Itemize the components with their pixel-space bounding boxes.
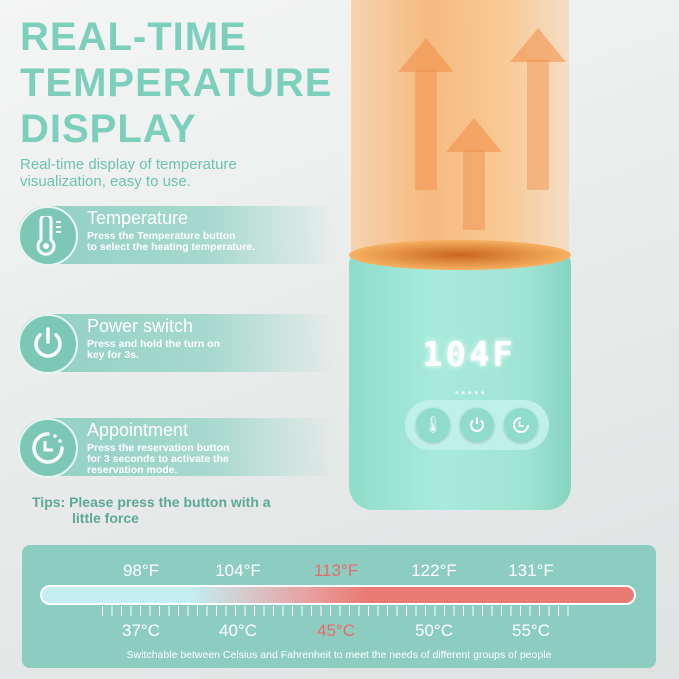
- celsius-label: 50°C: [415, 621, 453, 640]
- headline-line: TEMPERATURE: [20, 61, 333, 105]
- feature-desc: Press the Temperature button to select th…: [87, 230, 256, 253]
- temperature-display: 104F: [422, 335, 516, 375]
- heat-arrow-shaft: [463, 150, 485, 230]
- thermometer-icon: [18, 206, 78, 266]
- warmer-base: [349, 250, 571, 510]
- fahrenheit-label: 104°F: [215, 561, 261, 580]
- feature-desc: Press and hold the turn on key for 3s.: [87, 338, 221, 361]
- scale-note: Switchable between Celsius and Fahrenhei…: [126, 649, 552, 661]
- feature-desc: Press the reservation button for 3 second…: [87, 442, 230, 476]
- power-button[interactable]: [460, 408, 494, 442]
- appointment-button[interactable]: [504, 408, 538, 442]
- tips-note: Tips: Please press the button with a litt…: [32, 494, 271, 526]
- heat-arrow-icon: [398, 38, 454, 72]
- power-icon: [470, 417, 484, 432]
- headline-line: DISPLAY: [20, 107, 197, 151]
- power-icon: [18, 314, 78, 374]
- heat-arrow-shaft: [415, 70, 437, 190]
- bottle-warmer-image: 104F ••••• 🌡: [345, 0, 575, 510]
- heat-arrow-shaft: [527, 60, 549, 190]
- thermometer-icon: 🌡: [422, 417, 444, 434]
- celsius-label: 37°C: [122, 621, 160, 640]
- timer-icon: [18, 418, 78, 478]
- feature-power: Power switch Press and hold the turn on k…: [18, 314, 338, 374]
- fahrenheit-label: 131°F: [508, 561, 554, 580]
- heating-plate: [349, 240, 571, 270]
- feature-temperature: Temperature Press the Temperature button…: [18, 206, 338, 266]
- headline-line: REAL-TIME: [20, 15, 247, 59]
- temperature-button[interactable]: 🌡: [416, 408, 450, 442]
- scale-ticks: [102, 606, 577, 616]
- subtitle-line: Real-time display of temperature: [20, 156, 237, 173]
- headline: REAL-TIME TEMPERATURE DISPLAY: [20, 14, 332, 152]
- subtitle: Real-time display of temperature visuali…: [20, 156, 237, 190]
- feature-title: Appointment: [87, 420, 189, 440]
- feature-appointment: Appointment Press the reservation button…: [18, 418, 338, 478]
- fahrenheit-label: 98°F: [122, 561, 160, 580]
- control-pad: 🌡: [405, 400, 549, 450]
- feature-title: Temperature: [87, 208, 189, 228]
- temperature-gradient-bar: [40, 585, 636, 605]
- heat-arrow-icon: [510, 28, 566, 62]
- celsius-label: 45°C: [317, 621, 355, 640]
- celsius-label: 55°C: [512, 621, 550, 640]
- feature-title: Power switch: [87, 316, 194, 336]
- celsius-label: 40°C: [219, 621, 257, 640]
- subtitle-line: visualization, easy to use.: [20, 173, 191, 190]
- display-indicator: •••••: [455, 388, 488, 399]
- fahrenheit-label: 113°F: [313, 561, 359, 580]
- timer-icon: [513, 417, 529, 433]
- fahrenheit-label: 122°F: [411, 561, 457, 580]
- temperature-scale: 98°F 104°F 113°F 122°F 131°F 37°C 40°C 4…: [22, 545, 656, 668]
- heat-arrow-icon: [446, 118, 502, 152]
